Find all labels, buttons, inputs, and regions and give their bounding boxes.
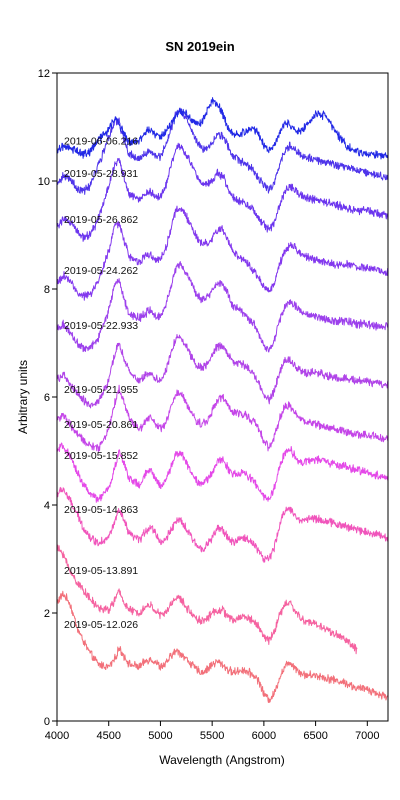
y-tick-label-0: 0	[44, 716, 50, 728]
series-line-2019-05-20.861	[57, 384, 388, 453]
y-tick-label-4: 4	[44, 500, 50, 512]
series-line-2019-06-06.216	[57, 97, 388, 160]
x-tick-label-5500: 5500	[200, 730, 224, 742]
series-line-2019-05-12.026	[57, 590, 388, 703]
series-label-2019-05-14.863: 2019-05-14.863	[64, 504, 138, 516]
series-label-2019-05-26.862: 2019-05-26.862	[64, 214, 138, 226]
series-label-2019-05-28.931: 2019-05-28.931	[64, 168, 138, 180]
x-axis-label: Wavelength (Angstrom)	[159, 753, 285, 767]
series-line-2019-05-14.863	[57, 486, 388, 563]
series-line-2019-05-21.955	[57, 334, 388, 409]
x-tick-label-7000: 7000	[355, 730, 379, 742]
x-tick-label-5000: 5000	[148, 730, 172, 742]
series-label-2019-05-15.852: 2019-05-15.852	[64, 450, 138, 462]
epoch-labels: 2019-05-12.026 2019-05-13.891 2019-05-14.8…	[64, 136, 138, 631]
series-label-2019-06-06.216: 2019-06-06.216	[64, 136, 138, 148]
series-line-2019-05-26.862	[57, 142, 388, 242]
series-line-2019-05-15.852	[57, 442, 388, 503]
x-tick-label-4000: 4000	[45, 730, 69, 742]
y-axis-ticks: 0 2 4 6 8 10 12	[38, 68, 57, 728]
series-line-2019-05-28.931	[57, 107, 388, 195]
y-tick-label-2: 2	[44, 608, 50, 620]
series-label-2019-05-22.933: 2019-05-22.933	[64, 320, 138, 332]
x-axis-ticks: 4000 4500 5000 5500 6000 6500 7000	[45, 721, 380, 742]
y-tick-label-12: 12	[38, 68, 50, 80]
series-label-2019-05-13.891: 2019-05-13.891	[64, 565, 138, 577]
series-label-2019-05-12.026: 2019-05-12.026	[64, 619, 138, 631]
series-label-2019-05-21.955: 2019-05-21.955	[64, 384, 138, 396]
y-tick-label-10: 10	[38, 176, 50, 188]
y-tick-label-8: 8	[44, 284, 50, 296]
series-line-2019-05-24.262	[57, 205, 388, 301]
series-layer	[57, 97, 388, 703]
series-label-2019-05-20.861: 2019-05-20.861	[64, 419, 138, 431]
x-tick-label-4500: 4500	[96, 730, 120, 742]
chart-title: SN 2019ein	[165, 39, 234, 54]
y-axis-label: Arbitrary units	[16, 360, 30, 434]
y-tick-label-6: 6	[44, 392, 50, 404]
x-tick-label-6500: 6500	[303, 730, 327, 742]
series-line-2019-05-22.933	[57, 261, 388, 353]
series-label-2019-05-24.262: 2019-05-24.262	[64, 265, 138, 277]
x-tick-label-6000: 6000	[252, 730, 276, 742]
series-line-2019-05-13.891	[57, 544, 358, 655]
